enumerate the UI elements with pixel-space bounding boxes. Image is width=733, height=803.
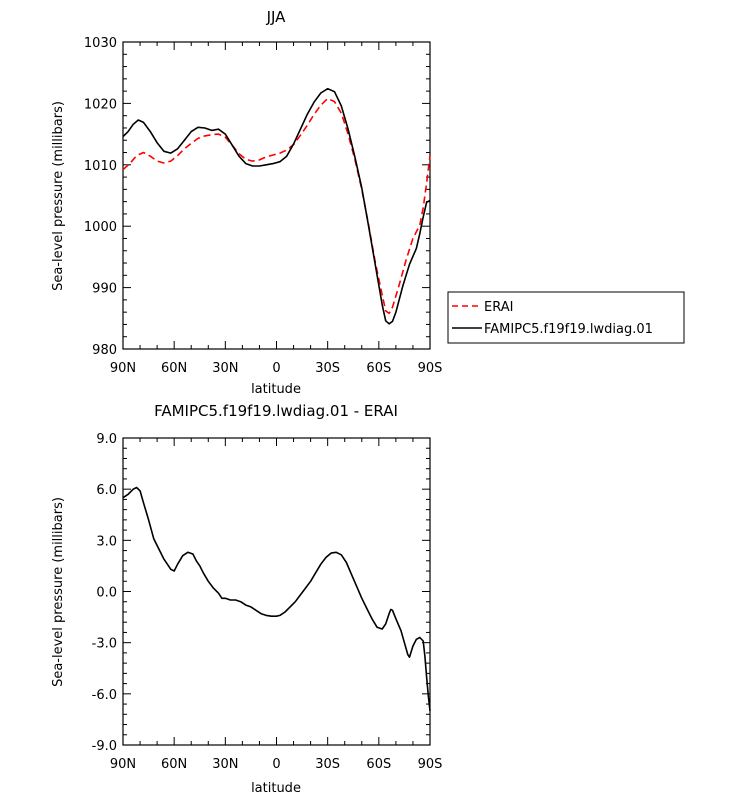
x-tick-label: 30S: [315, 361, 340, 376]
y-tick-label: -3.0: [92, 637, 117, 652]
axis-ticks-jja: 90N 60N 30N 0 30S 60S 90S 980 990 1000 1010 1020 103…: [84, 36, 442, 376]
x-tick-label: 30N: [212, 361, 238, 376]
legend-box: [447, 291, 685, 344]
y-tick-label: 1030: [84, 36, 117, 51]
y-tick-label: 6.0: [96, 483, 117, 498]
y-tick-label: 9.0: [96, 432, 117, 447]
x-tick-label: 90N: [110, 757, 136, 772]
x-tick-label: 0: [272, 361, 280, 376]
y-tick-label: 1000: [84, 220, 117, 235]
chart-title-jja: JJA: [266, 8, 287, 26]
y-tick-label: 0.0: [96, 586, 117, 601]
series-line-0-0: [122, 97, 431, 315]
x-tick-label: 90S: [418, 757, 443, 772]
x-tick-label: 0: [272, 757, 280, 772]
x-tick-label: 60N: [161, 757, 187, 772]
y-tick-label: -9.0: [92, 739, 117, 754]
axis-ticks-difference: 90N 60N 30N 0 30S 60S 90S -9.0 -6.0 -3.0 0.0 3.0 6.0…: [92, 432, 443, 772]
y-tick-label: 3.0: [96, 534, 117, 549]
legend: ERAI FAMIPC5.f19f19.lwdiag.01: [447, 291, 685, 344]
series-layer-jja: [122, 87, 431, 325]
series-line-1-0: [122, 486, 431, 711]
x-tick-label: 60N: [161, 361, 187, 376]
legend-label-famipc5: FAMIPC5.f19f19.lwdiag.01: [484, 322, 653, 337]
y-tick-label: -6.0: [92, 688, 117, 703]
x-tick-label: 30N: [212, 757, 238, 772]
y-tick-label: 1010: [84, 159, 117, 174]
x-tick-label: 90N: [110, 361, 136, 376]
y-axis-label-difference: Sea-level pressure (millibars): [51, 497, 66, 687]
x-axis-label-difference: latitude: [251, 781, 301, 796]
x-tick-label: 30S: [315, 757, 340, 772]
legend-label-erai: ERAI: [484, 300, 513, 315]
panel-jja: JJA 90N 60N 30N 0 30S 60S 90S 980 990 1000 1010 102…: [51, 8, 442, 397]
series-line-0-1: [122, 87, 431, 325]
x-tick-label: 60S: [366, 361, 391, 376]
y-axis-label-jja: Sea-level pressure (millibars): [51, 101, 66, 291]
plot-frame-difference: [122, 437, 431, 746]
panel-difference: FAMIPC5.f19f19.lwdiag.01 - ERAI 90N 60N 30…: [51, 402, 442, 796]
x-tick-label: 90S: [418, 361, 443, 376]
chart-title-difference: FAMIPC5.f19f19.lwdiag.01 - ERAI: [154, 402, 398, 420]
x-tick-label: 60S: [366, 757, 391, 772]
x-axis-label-jja: latitude: [251, 382, 301, 397]
y-tick-label: 990: [92, 282, 117, 297]
y-tick-label: 980: [92, 343, 117, 358]
y-tick-label: 1020: [84, 97, 117, 112]
series-layer-difference: [122, 486, 431, 711]
